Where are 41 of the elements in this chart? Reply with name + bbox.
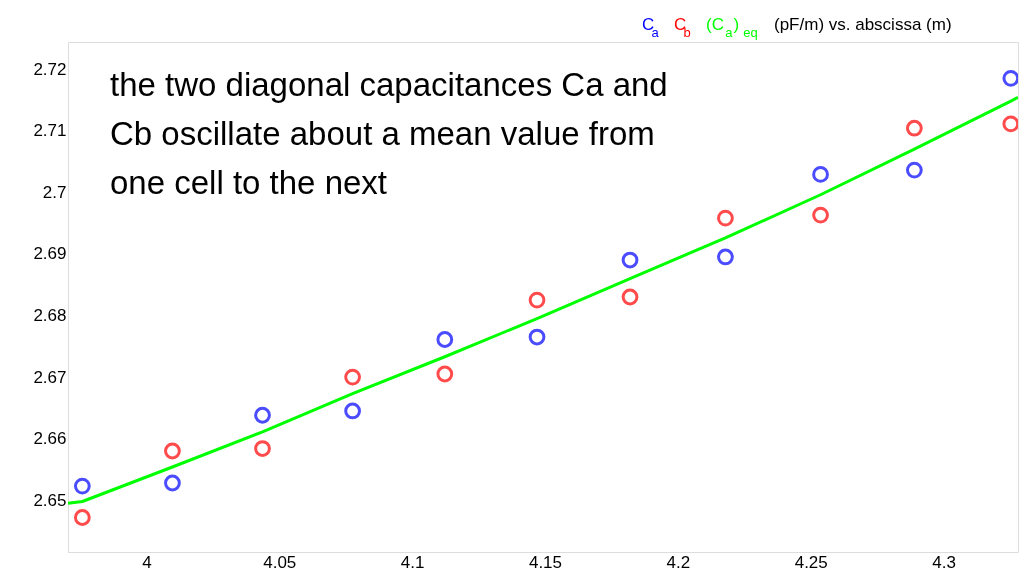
point bbox=[621, 288, 639, 306]
annotation: the two diagonal capacitances Ca and bbox=[110, 66, 668, 103]
point bbox=[1002, 69, 1018, 87]
y-tick-label: 2.69 bbox=[33, 244, 67, 264]
annotation: Cb oscillate about a mean value from bbox=[110, 115, 655, 152]
point bbox=[436, 365, 454, 383]
point bbox=[344, 402, 361, 420]
x-tick-label: 4.3 bbox=[932, 552, 956, 572]
point bbox=[717, 248, 734, 266]
point bbox=[905, 161, 923, 179]
point bbox=[164, 442, 181, 460]
point bbox=[73, 477, 91, 495]
x-tick-label: 4 bbox=[142, 552, 152, 572]
y-tick-label: 2.72 bbox=[33, 59, 67, 79]
point bbox=[254, 440, 271, 457]
annotation: one cell to the next bbox=[110, 164, 388, 201]
y-tick-label: 2.71 bbox=[33, 121, 67, 141]
point bbox=[254, 406, 271, 424]
point bbox=[436, 331, 454, 348]
point bbox=[1002, 115, 1018, 133]
y-tick-label: 2.66 bbox=[33, 429, 67, 449]
y-tick-label: 2.68 bbox=[33, 305, 67, 325]
point bbox=[528, 328, 546, 346]
x-tick-label: 4.25 bbox=[794, 552, 828, 572]
x-tick-label: 4.05 bbox=[263, 552, 297, 572]
point bbox=[812, 166, 829, 183]
point bbox=[905, 119, 923, 137]
x-tick-label: 4.1 bbox=[400, 552, 425, 572]
point bbox=[344, 368, 361, 386]
point bbox=[528, 291, 546, 309]
point bbox=[812, 206, 829, 224]
x-tick-label: 4.2 bbox=[666, 552, 691, 572]
point bbox=[717, 209, 734, 227]
point bbox=[621, 251, 639, 269]
point bbox=[164, 474, 181, 492]
point bbox=[73, 509, 91, 526]
x-tick-label: 4.15 bbox=[528, 552, 563, 572]
y-tick-label: 2.65 bbox=[33, 490, 67, 510]
chart-title: (pF/m) vs. abscissa (m) bbox=[774, 15, 952, 34]
y-tick-label: 2.67 bbox=[33, 367, 67, 387]
y-tick-label: 2.7 bbox=[42, 182, 67, 202]
